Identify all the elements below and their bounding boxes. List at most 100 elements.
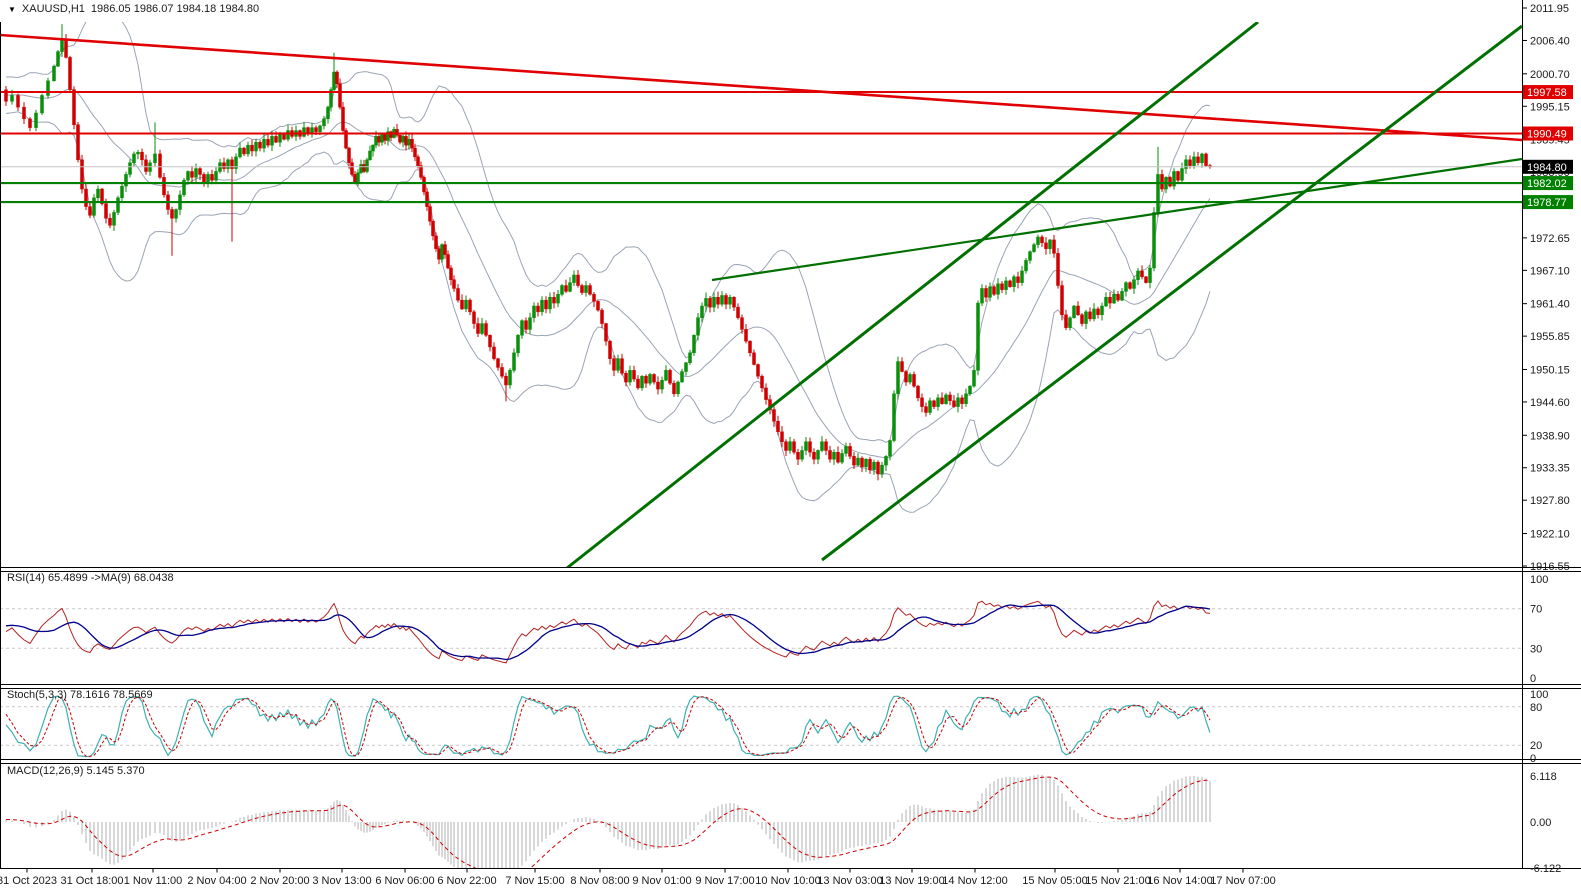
candle-body: [136, 151, 140, 155]
candle-body: [532, 305, 536, 318]
candle-body: [449, 267, 453, 280]
candle-body: [1024, 260, 1028, 272]
candle-body: [468, 299, 472, 313]
time-tick-label: 13 Nov 19:00: [879, 875, 944, 887]
candle-body: [46, 80, 50, 96]
candle-body: [332, 71, 336, 90]
price-badge-support: [1523, 195, 1573, 210]
candle-body: [808, 441, 812, 453]
candle-body: [520, 320, 524, 336]
candle-body: [796, 451, 800, 460]
candle-body: [964, 393, 968, 404]
price-tick-label: 1944.60: [1530, 397, 1570, 409]
candle-body: [1192, 156, 1196, 166]
candle-body: [988, 286, 992, 298]
candle-body: [500, 367, 504, 377]
candle-body: [1108, 296, 1112, 304]
candle-body: [680, 371, 684, 383]
candle-body: [250, 144, 254, 152]
stoch-panel-plot[interactable]: [0, 695, 1522, 758]
candle-body: [916, 385, 920, 399]
ascending-support-steep-trendline[interactable]: [566, 22, 1259, 568]
candle-body: [96, 188, 100, 199]
ascending-support-channel-trendline[interactable]: [821, 24, 1522, 562]
candle-body: [912, 374, 916, 387]
candle-body: [820, 441, 824, 451]
candle-body: [56, 51, 60, 67]
macd-panel-plot[interactable]: [5, 774, 1211, 882]
candle-body: [660, 380, 664, 390]
candle-body: [1180, 168, 1184, 181]
candle-body: [202, 174, 206, 184]
ohlc-quote-label: 1986.05 1986.07 1984.18 1984.80: [90, 3, 260, 15]
candle-body: [944, 394, 948, 404]
candle-body: [383, 134, 387, 141]
candle-body: [1144, 276, 1148, 283]
rsi-line: [5, 600, 1211, 664]
candle-body: [186, 171, 190, 181]
candle-body: [440, 244, 444, 260]
macd-indicator-label: MACD(12,26,9) 5.145 5.370: [7, 765, 145, 777]
candle-body: [1136, 270, 1140, 280]
candle-body: [1184, 159, 1188, 169]
chart-title: ▼ XAUUSD,H1 1986.05 1986.07 1984.18 1984…: [8, 3, 259, 15]
candle-body: [270, 136, 274, 146]
candle-body: [182, 180, 186, 196]
price-tick-label: 2000.70: [1530, 69, 1570, 81]
time-axis[interactable]: 31 Oct 2023 31 Oct 18:00 1 Nov 11:00 2 Nov …: [0, 868, 1276, 888]
candle-body: [464, 299, 468, 310]
ascending-wedge-top-trendline[interactable]: [711, 157, 1522, 282]
candle-body: [932, 400, 936, 407]
candle-body: [194, 168, 198, 178]
stoch-axis-label: 100: [1530, 689, 1548, 701]
price-badge-label: 1997.58: [1527, 87, 1567, 99]
candle-body: [371, 144, 375, 152]
candle-body: [140, 151, 144, 161]
candle-body: [496, 358, 500, 368]
price-badge-current-price: [1523, 159, 1573, 174]
candle-body: [548, 296, 552, 310]
price-tick-label: 1961.40: [1530, 299, 1570, 311]
candle-body: [744, 329, 748, 342]
candle-body: [1172, 171, 1176, 187]
candle-body: [132, 153, 136, 163]
candle-body: [120, 185, 124, 199]
symbol-dropdown-icon[interactable]: ▼: [8, 4, 16, 14]
candle-body: [1076, 305, 1080, 316]
main-chart-plot[interactable]: [0, 15, 1522, 569]
macd-axis-label: 6.118: [1530, 771, 1557, 783]
candle-body: [377, 136, 381, 143]
candle-body: [1060, 285, 1064, 316]
candle-body: [1044, 242, 1048, 249]
descending-resistance-trendline[interactable]: [0, 33, 1522, 142]
candle-body: [338, 83, 342, 108]
candle-body: [784, 441, 788, 451]
candle-body: [544, 299, 548, 310]
price-badge-label: 1990.49: [1527, 129, 1567, 141]
candle-body: [1056, 253, 1060, 286]
candle-body: [359, 164, 363, 173]
candle-body: [584, 285, 588, 293]
candle-body: [676, 381, 680, 394]
candle-body: [616, 358, 620, 371]
stoch-axis-label: 80: [1530, 702, 1542, 714]
candle-body: [760, 375, 764, 389]
candle-body: [443, 244, 447, 255]
bollinger-middle-band: [5, 88, 1211, 459]
candle-body: [92, 197, 96, 216]
candle-body: [76, 124, 80, 161]
candle-body: [816, 450, 820, 460]
candle-body: [688, 352, 692, 363]
candle-body: [428, 206, 432, 222]
candle-body: [210, 174, 214, 181]
candle-body: [144, 159, 148, 172]
macd-histogram: [5, 774, 1211, 868]
price-axis[interactable]: 2011.952006.402000.701995.151989.451983.…: [1522, 3, 1573, 573]
candle-body: [425, 191, 429, 207]
candle-body: [1088, 311, 1092, 320]
candle-body: [1200, 153, 1204, 163]
rsi-panel-plot[interactable]: [0, 600, 1522, 664]
candle-body: [960, 397, 964, 404]
